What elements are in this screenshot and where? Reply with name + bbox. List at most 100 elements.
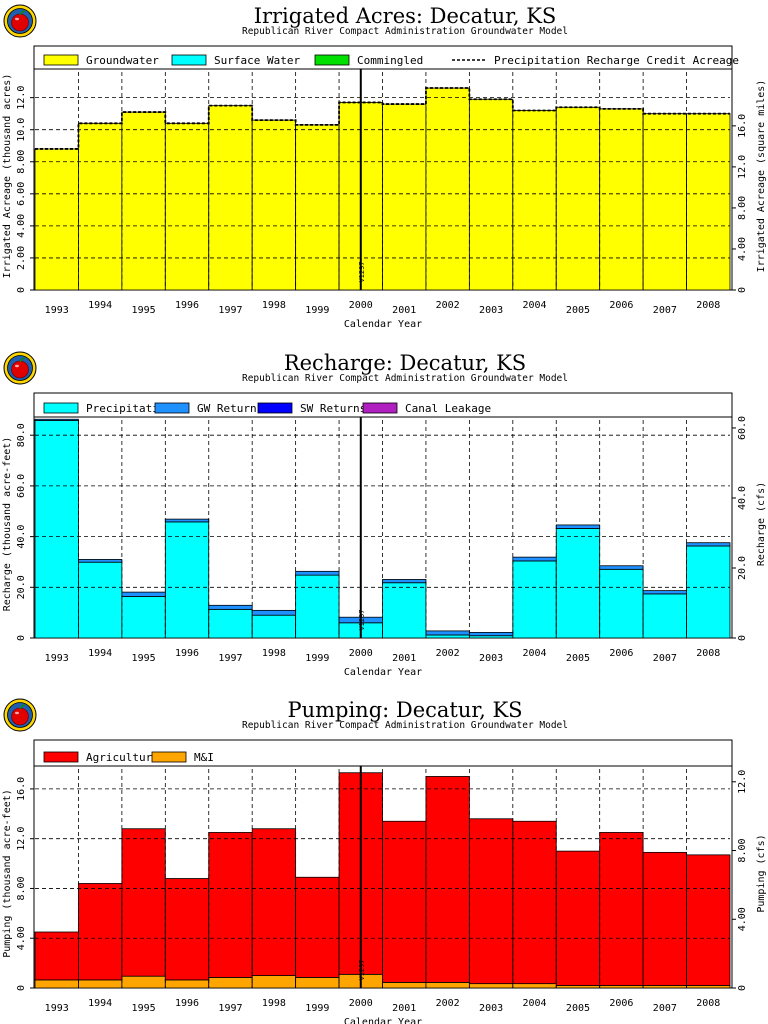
- bar: [599, 832, 644, 986]
- bar: [164, 122, 210, 291]
- bar: [78, 979, 123, 989]
- legend-item: Precipitation Recharge Credit Acreage: [452, 54, 739, 67]
- chart-title: Recharge: Decatur, KS: [284, 351, 526, 375]
- x-axis-label: Calendar Year: [344, 1017, 422, 1024]
- x-tick-label: 2007: [653, 653, 677, 664]
- bar: [382, 579, 427, 584]
- bar: [78, 883, 123, 981]
- chart-subtitle: Republican River Compact Administration …: [242, 373, 568, 384]
- bar: [555, 528, 601, 639]
- legend-item: SW Returns: [257, 402, 366, 415]
- bar: [78, 559, 123, 563]
- bar: [164, 518, 210, 523]
- y-tick-label: 4.00: [16, 926, 27, 950]
- bar: [78, 561, 123, 639]
- x-tick-label: 2002: [436, 648, 460, 659]
- y-right-tick-label: 12.0: [737, 155, 748, 179]
- bar: [295, 977, 340, 989]
- bar: [208, 105, 253, 291]
- bar: [295, 876, 340, 978]
- legend-label: Surface Water: [214, 54, 300, 67]
- legend-label: Precipitation Recharge Credit Acreage: [494, 54, 739, 67]
- legend-item: M&I: [151, 751, 214, 764]
- bar: [121, 975, 166, 989]
- legend-item: Groundwater: [43, 54, 159, 67]
- legend-label: Commingled: [357, 54, 423, 67]
- legend-swatch: [43, 54, 79, 66]
- legend-label: GW Returns: [197, 402, 263, 415]
- y-tick-label: 0: [16, 635, 27, 641]
- bar: [555, 524, 601, 529]
- legend-swatch: [154, 402, 190, 414]
- x-tick-label: 2000: [349, 648, 373, 659]
- bar: [599, 568, 644, 639]
- bar: [295, 570, 340, 576]
- bar: [295, 574, 340, 639]
- bar: [34, 148, 79, 291]
- bar: [468, 818, 514, 985]
- bar: [295, 124, 340, 291]
- x-tick-label: 2005: [566, 1003, 590, 1014]
- bar: [468, 98, 514, 291]
- bar: [251, 119, 297, 291]
- y-axis-label: Irrigated Acreage (thousand acres): [2, 74, 13, 279]
- legend-label: Agricultural: [86, 751, 165, 764]
- bar: [382, 982, 427, 989]
- legend-item: Commingled: [314, 54, 423, 67]
- bar: [468, 632, 514, 637]
- bar: [512, 556, 557, 562]
- bar: [512, 110, 557, 291]
- x-tick-label: 2001: [392, 653, 416, 664]
- bar: [121, 828, 166, 977]
- bar: [164, 521, 210, 639]
- x-tick-label: 1993: [45, 1003, 69, 1014]
- y-tick-label: 60.0: [16, 474, 27, 498]
- y-right-tick-label: 4.00: [737, 237, 748, 261]
- x-tick-label: 2006: [609, 300, 633, 311]
- x-tick-label: 1995: [132, 305, 156, 316]
- y-tick-label: 12.0: [16, 827, 27, 851]
- x-tick-label: 1996: [175, 300, 199, 311]
- x-tick-label: 1998: [262, 648, 286, 659]
- x-tick-label: 1994: [88, 648, 112, 659]
- bar: [208, 604, 253, 610]
- bar: [599, 108, 644, 291]
- x-tick-label: 2002: [436, 300, 460, 311]
- legend-swatch: [314, 54, 350, 66]
- legend-swatch: [43, 751, 79, 763]
- bar: [686, 542, 731, 547]
- bar: [164, 979, 210, 989]
- x-tick-label: 2008: [696, 998, 720, 1009]
- y-axis-label: Pumping (thousand acre-feet): [2, 789, 13, 958]
- legend-swatch: [43, 402, 79, 414]
- x-tick-label: 1999: [305, 305, 329, 316]
- x-tick-label: 1998: [262, 998, 286, 1009]
- bar: [686, 113, 731, 291]
- y-tick-label: 6.00: [16, 182, 27, 206]
- y-right-tick-label: 40.0: [737, 486, 748, 510]
- y-right-tick-label: 8.00: [737, 838, 748, 862]
- bar: [251, 828, 297, 976]
- marker-label: V1297: [358, 609, 366, 630]
- legend-label: Canal Leakage: [405, 402, 491, 415]
- bar: [512, 820, 557, 985]
- bar: [34, 979, 79, 989]
- bar: [512, 560, 557, 639]
- bar: [642, 851, 687, 986]
- bar: [686, 545, 731, 639]
- marker-label: V1297: [358, 261, 366, 282]
- x-tick-label: 2005: [566, 305, 590, 316]
- bar: [34, 420, 79, 639]
- x-tick-label: 1997: [218, 1003, 242, 1014]
- y-tick-label: 0: [16, 287, 27, 293]
- x-tick-label: 1996: [175, 998, 199, 1009]
- x-tick-label: 2003: [479, 305, 503, 316]
- x-tick-label: 2006: [609, 648, 633, 659]
- bar: [382, 582, 427, 639]
- x-tick-label: 2000: [349, 300, 373, 311]
- x-tick-label: 1994: [88, 300, 112, 311]
- series-1: [34, 973, 731, 989]
- bar: [251, 609, 297, 616]
- x-tick-label: 2006: [609, 998, 633, 1009]
